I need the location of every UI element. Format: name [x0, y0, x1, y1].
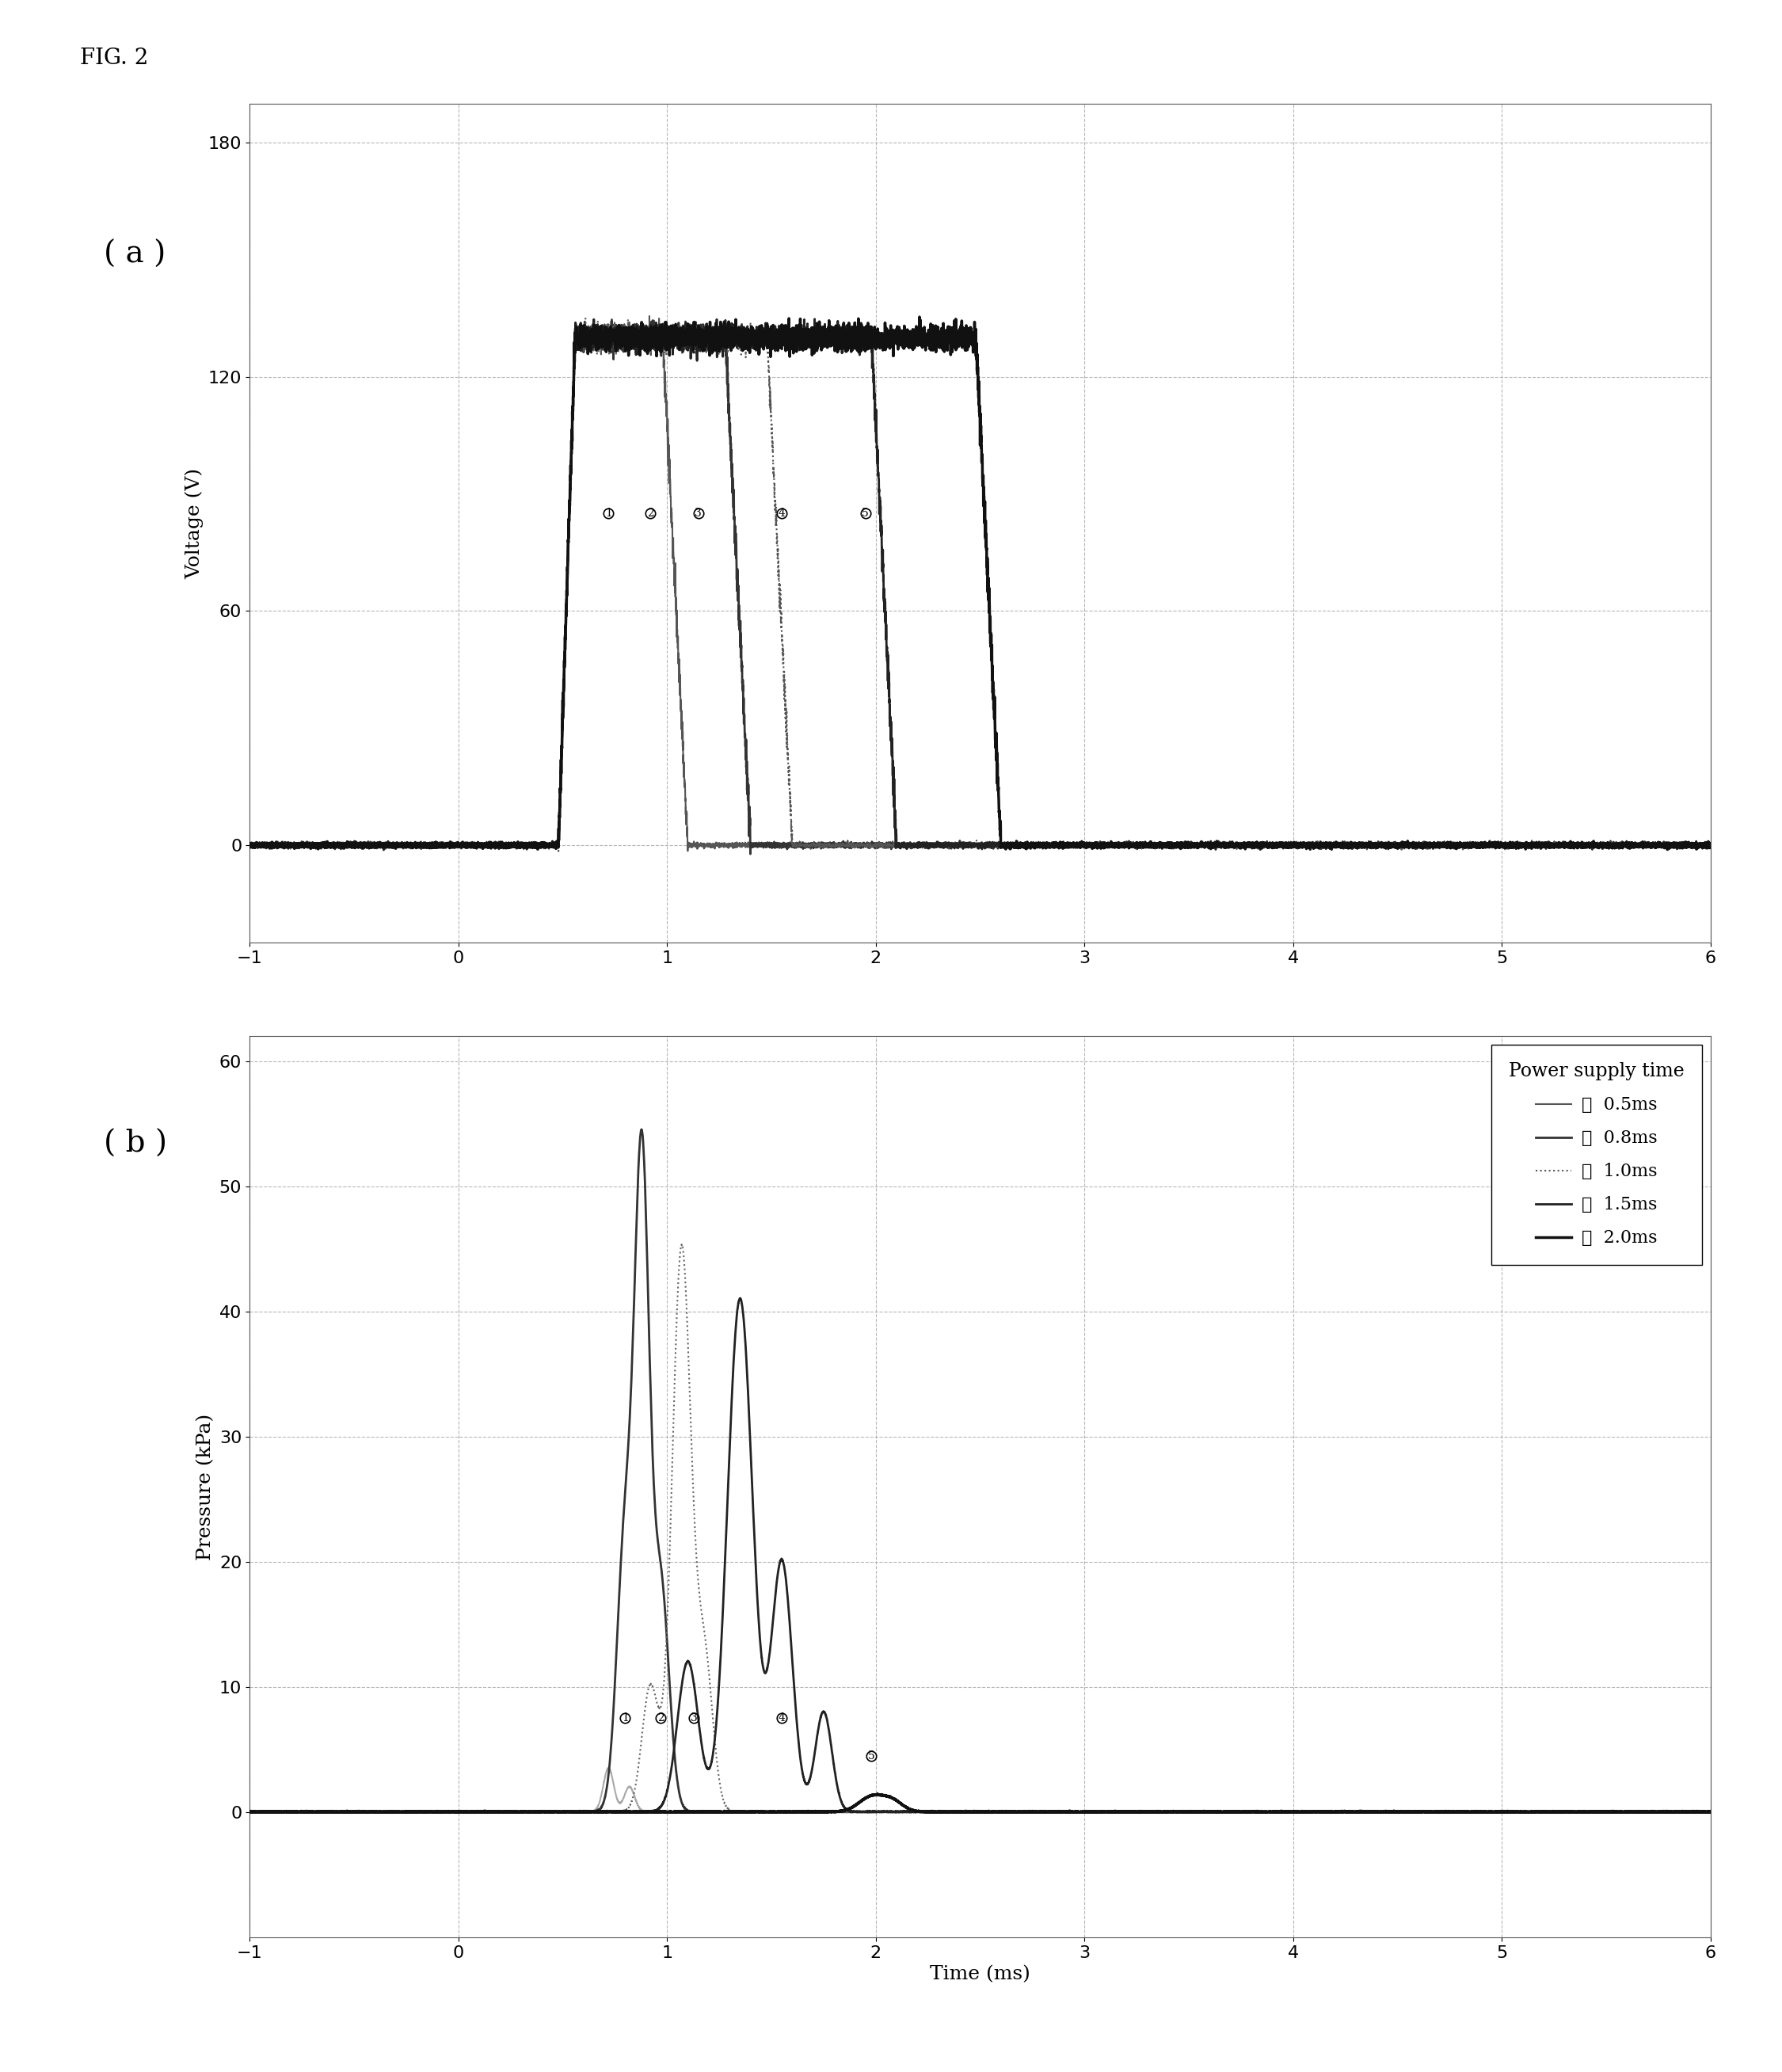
- Text: 1: 1: [606, 508, 611, 518]
- Text: 3: 3: [695, 508, 702, 518]
- Text: 5: 5: [862, 508, 870, 518]
- Text: 4: 4: [779, 508, 786, 518]
- Text: ( b ): ( b ): [103, 1129, 168, 1158]
- Legend: ①  0.5ms, ②  0.8ms, ③  1.0ms, ④  1.5ms, ⑤  2.0ms: ① 0.5ms, ② 0.8ms, ③ 1.0ms, ④ 1.5ms, ⑤ 2.…: [1492, 1044, 1702, 1264]
- Text: 4: 4: [779, 1714, 786, 1724]
- Y-axis label: Pressure (kPa): Pressure (kPa): [196, 1413, 216, 1560]
- Text: 5: 5: [868, 1751, 875, 1761]
- Text: 2: 2: [647, 508, 654, 518]
- Y-axis label: Voltage (V): Voltage (V): [185, 468, 203, 578]
- Text: 3: 3: [691, 1714, 697, 1724]
- Text: 1: 1: [622, 1714, 629, 1724]
- Text: FIG. 2: FIG. 2: [80, 48, 148, 68]
- Text: ( a ): ( a ): [103, 240, 166, 269]
- Text: 2: 2: [658, 1714, 665, 1724]
- X-axis label: Time (ms): Time (ms): [930, 1964, 1030, 1983]
